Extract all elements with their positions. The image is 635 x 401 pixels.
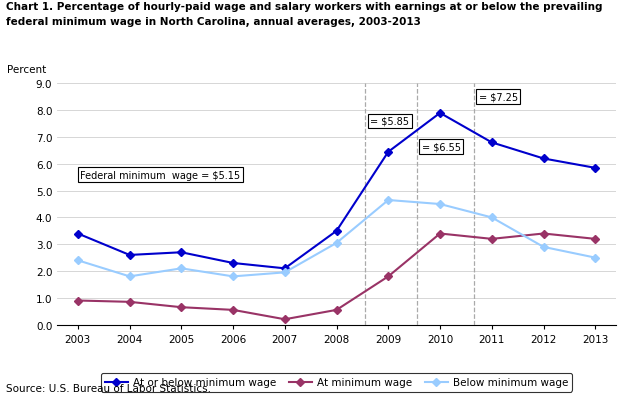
Text: federal minimum wage in North Carolina, annual averages, 2003-2013: federal minimum wage in North Carolina, … <box>6 17 421 27</box>
Text: = $6.55: = $6.55 <box>422 142 461 152</box>
Text: Federal minimum  wage = $5.15: Federal minimum wage = $5.15 <box>81 170 241 180</box>
Text: Chart 1. Percentage of hourly-paid wage and salary workers with earnings at or b: Chart 1. Percentage of hourly-paid wage … <box>6 2 603 12</box>
Text: = $7.25: = $7.25 <box>479 93 518 103</box>
Text: = $5.85: = $5.85 <box>370 117 409 127</box>
Text: Source: U.S. Bureau of Labor Statistics.: Source: U.S. Bureau of Labor Statistics. <box>6 383 211 393</box>
Legend: At or below minimum wage, At minimum wage, Below minimum wage: At or below minimum wage, At minimum wag… <box>101 373 572 392</box>
Text: Percent: Percent <box>7 65 46 75</box>
